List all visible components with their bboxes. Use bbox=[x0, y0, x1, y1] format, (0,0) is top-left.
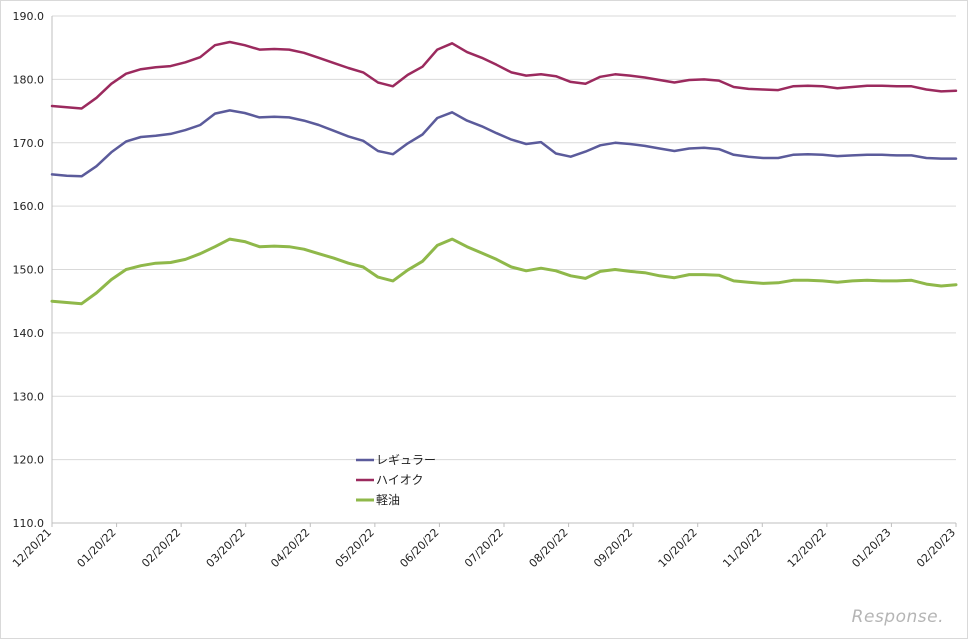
y-tick-label: 180.0 bbox=[13, 73, 45, 86]
x-tick-label: 06/20/22 bbox=[397, 526, 441, 570]
y-tick-label: 170.0 bbox=[13, 137, 45, 150]
series-line-3 bbox=[50, 237, 958, 306]
series-line-1 bbox=[50, 109, 958, 178]
x-tick-label: 12/20/22 bbox=[785, 526, 829, 570]
y-tick-label: 190.0 bbox=[13, 10, 45, 23]
x-tick-label: 11/20/22 bbox=[720, 526, 764, 570]
y-tick-label: 160.0 bbox=[13, 200, 45, 213]
y-tick-label: 130.0 bbox=[13, 390, 45, 403]
series-lines bbox=[50, 40, 958, 306]
x-tick-label: 05/20/22 bbox=[333, 526, 377, 570]
x-tick-label: 10/20/22 bbox=[656, 526, 700, 570]
x-tick-label: 02/20/22 bbox=[139, 526, 183, 570]
x-tick-label: 04/20/22 bbox=[268, 526, 312, 570]
y-tick-label: 110.0 bbox=[13, 517, 45, 530]
x-tick-label: 01/20/23 bbox=[849, 526, 893, 570]
x-tick-label: 07/20/22 bbox=[462, 526, 506, 570]
x-tick-label: 12/20/21 bbox=[10, 526, 54, 570]
y-axis-ticks: 110.0 120.0 130.0 140.0 150.0 160.0 170.0 180.0… bbox=[13, 10, 45, 530]
y-tick-label: 140.0 bbox=[13, 327, 45, 340]
legend-label: ハイオク bbox=[376, 473, 424, 487]
legend-label: 軽油 bbox=[376, 493, 400, 507]
gridlines bbox=[51, 15, 956, 524]
y-tick-label: 120.0 bbox=[13, 454, 45, 467]
y-tick-label: 150.0 bbox=[13, 264, 45, 277]
x-tick-label: 02/20/23 bbox=[914, 526, 958, 570]
legend-label: レギュラー bbox=[376, 453, 436, 467]
x-tick-label: 09/20/22 bbox=[591, 526, 635, 570]
x-tick-label: 03/20/22 bbox=[204, 526, 248, 570]
x-axis-ticks: 12/20/21 01/20/22 02/20/22 03/20/22 04/20/22… bbox=[10, 523, 958, 570]
watermark-logo: Response. bbox=[851, 607, 944, 627]
x-tick-label: 08/20/22 bbox=[527, 526, 571, 570]
x-tick-label: 01/20/22 bbox=[75, 526, 119, 570]
series-line-2 bbox=[50, 40, 958, 110]
